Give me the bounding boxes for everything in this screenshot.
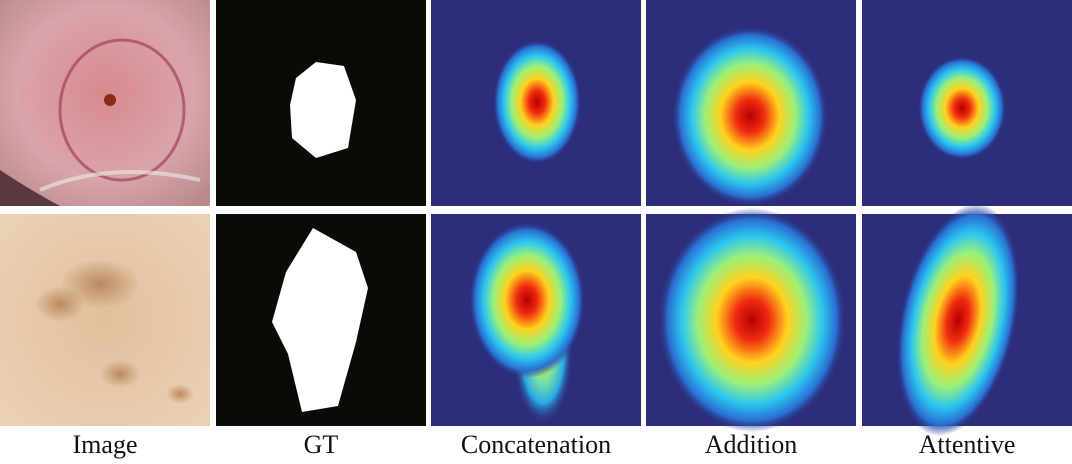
attentive-map (862, 203, 1072, 437)
addition-map (646, 208, 856, 432)
ground-truth-mask (216, 0, 426, 206)
addition-map (646, 0, 856, 206)
attentive-map (862, 0, 1072, 206)
skin-image (0, 214, 210, 426)
skin-image (0, 0, 210, 206)
column-label: GT (304, 430, 339, 459)
concatenation-map (431, 0, 641, 206)
row-1 (0, 0, 1072, 206)
column-label: Image (73, 430, 138, 459)
column-label: Attentive (919, 430, 1016, 459)
concatenation-map (431, 214, 641, 426)
column-label: Addition (705, 430, 797, 459)
row-2 (0, 203, 1072, 437)
column-label: Concatenation (461, 430, 611, 459)
ground-truth-mask (216, 214, 426, 426)
